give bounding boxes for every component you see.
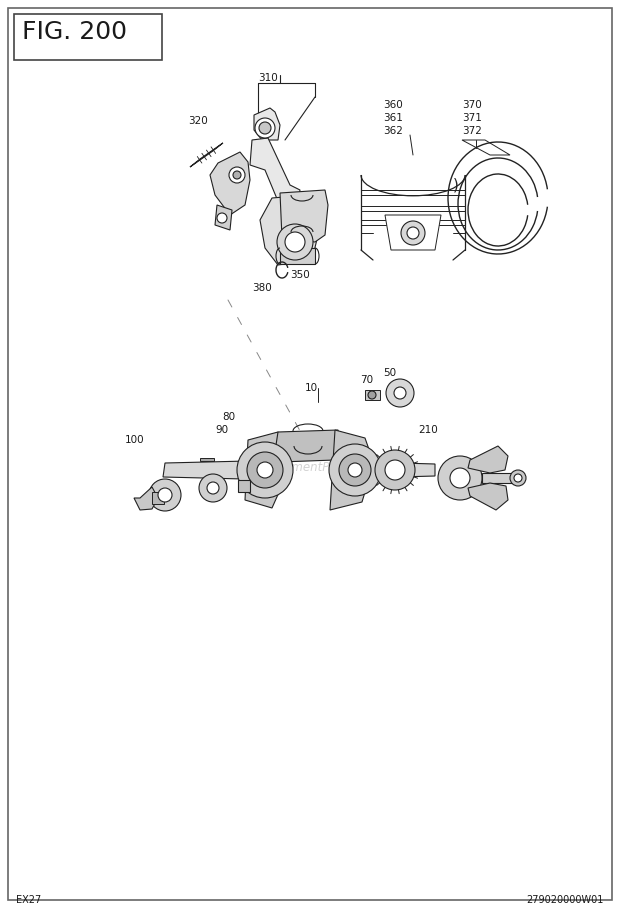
Bar bbox=[14, 14, 162, 60]
Polygon shape bbox=[365, 390, 380, 400]
Polygon shape bbox=[238, 480, 250, 492]
Text: 320: 320 bbox=[188, 116, 208, 126]
Polygon shape bbox=[362, 462, 435, 478]
Circle shape bbox=[257, 462, 273, 478]
Text: 70: 70 bbox=[360, 375, 373, 385]
Polygon shape bbox=[134, 487, 158, 510]
Polygon shape bbox=[163, 461, 250, 479]
Circle shape bbox=[285, 232, 305, 252]
Circle shape bbox=[247, 452, 283, 488]
Circle shape bbox=[339, 454, 371, 486]
Polygon shape bbox=[482, 473, 520, 483]
Text: 380: 380 bbox=[252, 283, 272, 293]
Text: 100: 100 bbox=[125, 435, 144, 445]
Text: 90: 90 bbox=[215, 425, 228, 435]
Polygon shape bbox=[254, 108, 280, 140]
Polygon shape bbox=[468, 483, 508, 510]
Text: eReplacementParts.com: eReplacementParts.com bbox=[238, 462, 382, 474]
Circle shape bbox=[385, 460, 405, 480]
Circle shape bbox=[401, 221, 425, 245]
Polygon shape bbox=[330, 430, 372, 510]
Circle shape bbox=[149, 479, 181, 511]
Polygon shape bbox=[468, 446, 508, 473]
Circle shape bbox=[158, 488, 172, 502]
Circle shape bbox=[207, 482, 219, 494]
Polygon shape bbox=[260, 195, 318, 265]
Polygon shape bbox=[276, 430, 340, 462]
Text: 372: 372 bbox=[462, 126, 482, 136]
Text: 362: 362 bbox=[383, 126, 403, 136]
Circle shape bbox=[277, 224, 313, 260]
Text: FIG. 200: FIG. 200 bbox=[22, 20, 127, 44]
Circle shape bbox=[438, 456, 482, 500]
Circle shape bbox=[348, 463, 362, 477]
Text: 210: 210 bbox=[418, 425, 438, 435]
Circle shape bbox=[514, 474, 522, 482]
Text: 370: 370 bbox=[462, 100, 482, 110]
Text: EX27: EX27 bbox=[16, 895, 42, 905]
Circle shape bbox=[259, 122, 271, 134]
Circle shape bbox=[368, 391, 376, 399]
Polygon shape bbox=[152, 492, 164, 504]
Circle shape bbox=[233, 171, 241, 179]
Text: 371: 371 bbox=[462, 113, 482, 123]
Circle shape bbox=[450, 468, 470, 488]
Text: 360: 360 bbox=[383, 100, 403, 110]
Polygon shape bbox=[280, 248, 315, 264]
Circle shape bbox=[510, 470, 526, 486]
Text: 350: 350 bbox=[290, 270, 310, 280]
Polygon shape bbox=[280, 190, 328, 242]
Circle shape bbox=[394, 387, 406, 399]
Circle shape bbox=[255, 118, 275, 138]
Text: ): ) bbox=[453, 178, 459, 192]
Polygon shape bbox=[245, 432, 285, 508]
Text: 80: 80 bbox=[222, 412, 235, 422]
Circle shape bbox=[217, 213, 227, 223]
Circle shape bbox=[407, 227, 419, 239]
Text: 50: 50 bbox=[383, 368, 396, 378]
Text: 310: 310 bbox=[258, 73, 278, 83]
Polygon shape bbox=[215, 205, 232, 230]
Polygon shape bbox=[190, 143, 223, 167]
Polygon shape bbox=[250, 138, 300, 218]
Circle shape bbox=[375, 450, 415, 490]
Text: 361: 361 bbox=[383, 113, 403, 123]
Circle shape bbox=[199, 474, 227, 502]
Circle shape bbox=[329, 444, 381, 496]
Polygon shape bbox=[200, 458, 214, 461]
Circle shape bbox=[237, 442, 293, 498]
Text: 10: 10 bbox=[305, 383, 318, 393]
Circle shape bbox=[229, 167, 245, 183]
Polygon shape bbox=[210, 152, 250, 215]
Text: 279020000W01: 279020000W01 bbox=[526, 895, 604, 905]
Polygon shape bbox=[385, 215, 441, 250]
Circle shape bbox=[386, 379, 414, 407]
